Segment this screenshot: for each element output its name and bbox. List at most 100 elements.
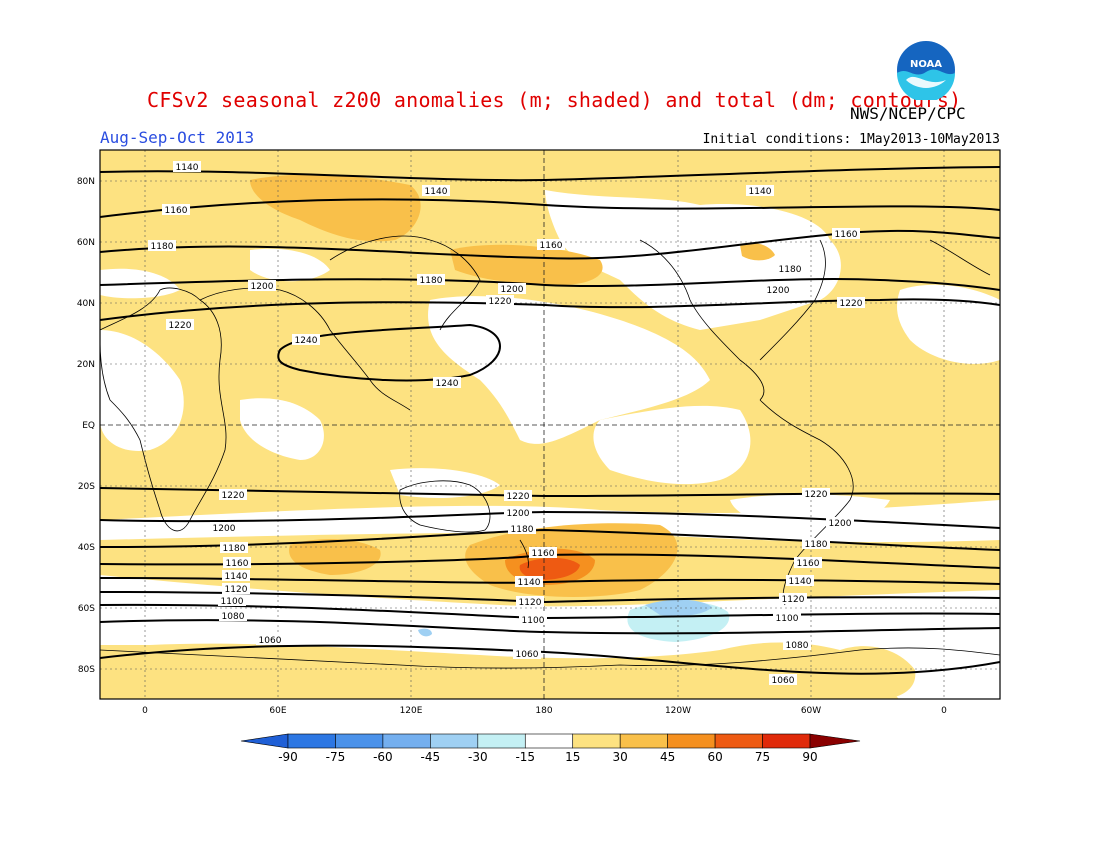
lat-label: 60N bbox=[77, 238, 95, 248]
contour-1140-north bbox=[100, 166, 1000, 182]
anomaly-negative-southern-ocean bbox=[627, 601, 730, 642]
contour-value: 1180 bbox=[420, 276, 443, 286]
contour-value: 1200 bbox=[507, 509, 530, 519]
south-contour-label: 1100 bbox=[218, 595, 246, 607]
contour-1180-north bbox=[100, 229, 1000, 260]
contour-1160-north bbox=[100, 198, 1000, 218]
north-contour-label: 1180 bbox=[417, 274, 445, 286]
colorbar-tick-label: -75 bbox=[326, 750, 346, 764]
contour-value: 1140 bbox=[789, 577, 812, 587]
colorbar-tick-label: -30 bbox=[468, 750, 488, 764]
contour-1200-north bbox=[100, 277, 1000, 291]
map-title: CFSv2 seasonal z200 anomalies (m; shaded… bbox=[147, 88, 962, 112]
lat-label: 40N bbox=[77, 299, 95, 309]
contour-1100-south bbox=[100, 603, 1000, 620]
antarctica-coast bbox=[100, 647, 1000, 669]
colorbar-swatch bbox=[667, 733, 716, 749]
south-contour-label: 1140 bbox=[515, 576, 543, 588]
anomaly-shading bbox=[100, 150, 1000, 699]
north-contour-label: 1140 bbox=[746, 185, 774, 197]
contour-value: 1180 bbox=[805, 540, 828, 550]
colorbar-tick-label: -15 bbox=[515, 750, 535, 764]
north-contour-label: 1140 bbox=[422, 185, 450, 197]
south-contour-label: 1060 bbox=[256, 634, 284, 646]
south-contour-label: 1120 bbox=[779, 593, 807, 605]
north-contour-label: 1220 bbox=[837, 297, 865, 309]
south-contour-label: 1060 bbox=[513, 648, 541, 660]
lon-label: 60W bbox=[801, 706, 821, 716]
north-contour-label: 1200 bbox=[248, 280, 276, 292]
lat-label: 20N bbox=[77, 360, 95, 370]
map-background bbox=[100, 150, 1000, 699]
contour-1240-north bbox=[277, 323, 501, 382]
south-contour-label: 1160 bbox=[529, 547, 557, 559]
colorbar-tick-label: 75 bbox=[755, 750, 770, 764]
anomaly-neutral-pacific-north bbox=[545, 190, 841, 330]
south-contour-label: 1220 bbox=[802, 488, 830, 500]
contour-value: 1060 bbox=[516, 650, 539, 660]
contour-value: 1220 bbox=[222, 491, 245, 501]
colorbar-tick-label: 30 bbox=[613, 750, 628, 764]
contour-value: 1140 bbox=[425, 187, 448, 197]
contour-value: 1140 bbox=[518, 578, 541, 588]
colorbar-swatch bbox=[619, 733, 668, 749]
contour-value: 1240 bbox=[295, 336, 318, 346]
south-america-coast bbox=[759, 399, 854, 606]
contour-value: 1160 bbox=[797, 559, 820, 569]
anomaly-neutral-pacific-tropical bbox=[428, 296, 710, 444]
noaa-logo: NOAA bbox=[897, 41, 955, 100]
contour-value: 1080 bbox=[222, 612, 245, 622]
south-contour-label: 1160 bbox=[223, 557, 251, 569]
new-zealand-coast bbox=[519, 539, 529, 569]
south-contour-label: 1120 bbox=[516, 596, 544, 608]
contour-value: 1120 bbox=[782, 595, 805, 605]
north-contour-label: 1240 bbox=[292, 334, 320, 346]
latitude-labels: 80N 60N 40N 20N EQ 20S 40S 60S 80S bbox=[77, 177, 95, 675]
contour-1080-south bbox=[100, 619, 1000, 635]
contour-1220-south bbox=[100, 487, 1000, 498]
colorbar-swatch bbox=[524, 733, 574, 749]
contour-value: 1200 bbox=[251, 282, 274, 292]
lat-label: EQ bbox=[82, 421, 95, 431]
south-contour-label: 1080 bbox=[783, 639, 811, 651]
initial-conditions-label: Initial conditions: 1May2013-10May2013 bbox=[702, 132, 1000, 147]
colorbar-swatch bbox=[335, 733, 384, 749]
north-contour-label: 1220 bbox=[486, 295, 514, 307]
contour-value: 1140 bbox=[176, 163, 199, 173]
anomaly-positive-eurasia bbox=[250, 174, 421, 242]
north-contour-label: 1200 bbox=[498, 283, 526, 295]
lon-label: 0 bbox=[142, 706, 148, 716]
contour-value: 1200 bbox=[767, 286, 790, 296]
anomaly-neutral-southern bbox=[100, 575, 1000, 699]
colorbar-tick-label: -90 bbox=[278, 750, 298, 764]
south-contour-label: 1100 bbox=[773, 612, 801, 624]
contour-value: 1220 bbox=[169, 321, 192, 331]
south-contour-label: 1180 bbox=[802, 538, 830, 550]
contour-value: 1060 bbox=[772, 676, 795, 686]
north-america-east-coast bbox=[759, 239, 826, 361]
height-contours bbox=[100, 166, 1000, 675]
south-contour-label: 1120 bbox=[222, 583, 250, 595]
colorbar-swatch bbox=[287, 733, 336, 749]
contour-value: 1200 bbox=[213, 524, 236, 534]
north-contour-label: 1140 bbox=[173, 161, 201, 173]
lon-label: 180 bbox=[535, 706, 552, 716]
lat-label: 60S bbox=[78, 604, 95, 614]
map-frame bbox=[99, 149, 1001, 700]
lat-label: 80N bbox=[77, 177, 95, 187]
north-america-west-coast bbox=[639, 239, 765, 401]
contour-value: 1220 bbox=[489, 297, 512, 307]
contour-value: 1100 bbox=[522, 616, 545, 626]
contour-value: 1180 bbox=[223, 544, 246, 554]
south-contour-label: 1200 bbox=[504, 507, 532, 519]
contour-value: 1160 bbox=[532, 549, 555, 559]
contour-value: 1080 bbox=[786, 641, 809, 651]
contour-1220-north bbox=[100, 298, 1000, 321]
colorbar-tick-label: -60 bbox=[373, 750, 393, 764]
season-label: Aug-Sep-Oct 2013 bbox=[100, 128, 255, 147]
contour-value: 1180 bbox=[151, 242, 174, 252]
lon-label: 120W bbox=[665, 706, 691, 716]
colorbar-tick-label: 15 bbox=[565, 750, 580, 764]
north-contour-label: 1180 bbox=[148, 240, 176, 252]
colorbar-swatch bbox=[714, 733, 763, 749]
